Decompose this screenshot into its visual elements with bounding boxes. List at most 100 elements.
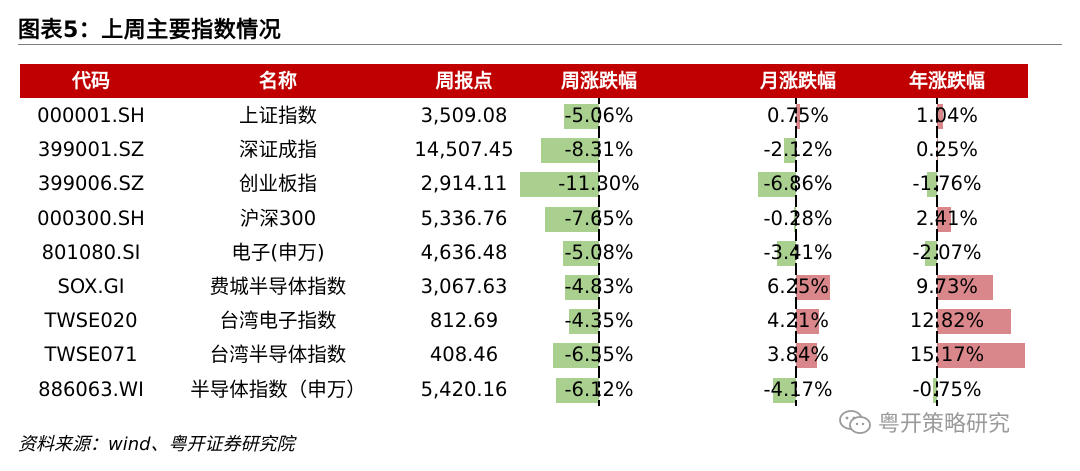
col-header-code: 代码 bbox=[71, 70, 110, 92]
cell-close: 3,509.08 bbox=[420, 104, 508, 127]
cell-name: 台湾半导体指数 bbox=[209, 343, 347, 367]
table-row: 801080.SI 电子(申万) 4,636.48 -5.08% -3.41% -2.07… bbox=[20, 234, 1028, 269]
year-change-label: 9.73% bbox=[916, 274, 978, 298]
year-change-label: 2.41% bbox=[916, 206, 978, 230]
cell-name: 上证指数 bbox=[238, 104, 317, 127]
month-change-label: 3.84% bbox=[767, 343, 829, 367]
week-change-label: -8.31% bbox=[564, 138, 634, 162]
week-zero-axis bbox=[598, 371, 600, 406]
wechat-icon bbox=[839, 410, 871, 434]
year-bar bbox=[937, 104, 944, 129]
year-zero-axis bbox=[936, 98, 938, 133]
table-row: 399006.SZ 创业板指 2,914.11 -11.30% -6.86% -1.76% bbox=[20, 166, 1028, 201]
year-change-label: -0.75% bbox=[912, 377, 982, 401]
month-bar bbox=[784, 138, 796, 164]
month-bar bbox=[773, 377, 796, 403]
cell-close: 2,914.11 bbox=[420, 172, 508, 196]
week-bar bbox=[563, 240, 599, 266]
month-change-label: -3.41% bbox=[763, 240, 833, 264]
month-bar bbox=[796, 309, 820, 335]
index-table: 代码 名称 周报点 周涨跌幅 月涨跌幅 年涨跌幅 000001.SH 上证指数 3,… bbox=[20, 64, 1028, 406]
week-bar bbox=[563, 104, 599, 129]
table-body: 000001.SH 上证指数 3,509.08 -5.06% 0.75% 1.04% 399… bbox=[20, 98, 1028, 406]
table-row: 000300.SH 沪深300 5,336.76 -7.65% -0.28% 2.41% bbox=[20, 200, 1028, 235]
cell-name: 沪深300 bbox=[239, 206, 317, 230]
month-zero-axis bbox=[795, 166, 797, 201]
figure-title: 图表5：上周主要指数情况 bbox=[18, 18, 282, 43]
month-zero-axis bbox=[795, 268, 797, 304]
week-zero-axis bbox=[598, 98, 600, 133]
table-header: 代码 名称 周报点 周涨跌幅 月涨跌幅 年涨跌幅 bbox=[20, 64, 1028, 98]
col-header-month: 月涨跌幅 bbox=[759, 70, 836, 92]
table-row: SOX.GI 费城半导体指数 3,067.63 -4.83% 6.25% 9.73% bbox=[20, 268, 1028, 304]
year-change-label: -2.07% bbox=[912, 240, 982, 264]
week-bar bbox=[556, 377, 599, 403]
week-zero-axis bbox=[598, 132, 600, 167]
week-zero-axis bbox=[598, 303, 600, 338]
month-change-label: 0.75% bbox=[767, 104, 829, 127]
year-change-label: 0.25% bbox=[916, 138, 978, 162]
cell-close: 408.46 bbox=[429, 343, 499, 367]
watermark: 粤开策略研究 bbox=[838, 402, 1010, 442]
year-bar bbox=[937, 274, 994, 300]
col-header-year: 年涨跌幅 bbox=[908, 70, 985, 92]
week-bar bbox=[568, 309, 599, 335]
cell-code: 399001.SZ bbox=[37, 138, 145, 162]
week-bar bbox=[519, 172, 599, 198]
year-zero-axis bbox=[936, 234, 938, 269]
cell-close: 4,636.48 bbox=[420, 240, 508, 264]
cell-name: 电子(申万) bbox=[231, 240, 325, 264]
month-zero-axis bbox=[795, 337, 797, 372]
month-change-label: -4.17% bbox=[763, 377, 833, 401]
cell-name: 创业板指 bbox=[238, 172, 317, 196]
week-change-label: -6.55% bbox=[564, 343, 634, 367]
week-change-label: -6.12% bbox=[564, 377, 634, 401]
cell-close: 3,067.63 bbox=[420, 274, 508, 298]
year-zero-axis bbox=[936, 371, 938, 406]
table-row: 886063.WI 半导体指数（申万） 5,420.16 -6.12% -4.17% -0… bbox=[20, 371, 1028, 406]
month-zero-axis bbox=[795, 132, 797, 167]
col-header-close: 周报点 bbox=[435, 70, 493, 92]
month-zero-axis bbox=[795, 200, 797, 235]
year-zero-axis bbox=[936, 166, 938, 201]
year-bar bbox=[924, 240, 937, 266]
cell-name: 费城半导体指数 bbox=[209, 274, 347, 298]
year-change-label: 12.82% bbox=[909, 309, 985, 333]
cell-code: 000300.SH bbox=[37, 206, 145, 230]
cell-close: 5,420.16 bbox=[420, 377, 508, 401]
cell-name: 半导体指数（申万） bbox=[190, 377, 366, 401]
cell-code: TWSE071 bbox=[44, 343, 138, 367]
year-bar bbox=[937, 309, 1012, 335]
year-bar bbox=[937, 206, 951, 232]
watermark-text: 粤开策略研究 bbox=[878, 412, 1011, 437]
year-bar bbox=[932, 377, 937, 403]
cell-code: 399006.SZ bbox=[37, 172, 145, 196]
cell-name: 深证成指 bbox=[238, 138, 317, 162]
col-header-name: 名称 bbox=[258, 70, 297, 92]
cell-close: 812.69 bbox=[429, 309, 499, 333]
week-change-label: -5.08% bbox=[564, 240, 634, 264]
year-zero-axis bbox=[936, 268, 938, 304]
month-change-label: -6.86% bbox=[763, 172, 833, 196]
year-zero-axis bbox=[936, 337, 938, 372]
year-zero-axis bbox=[936, 200, 938, 235]
col-header-week: 周涨跌幅 bbox=[560, 70, 637, 92]
source-note: 资料来源：wind、粤开证券研究院 bbox=[18, 434, 295, 455]
month-zero-axis bbox=[795, 371, 797, 406]
week-zero-axis bbox=[598, 337, 600, 372]
week-zero-axis bbox=[598, 166, 600, 201]
month-zero-axis bbox=[795, 234, 797, 269]
cell-close: 5,336.76 bbox=[420, 206, 508, 230]
cell-code: 886063.WI bbox=[38, 377, 144, 401]
year-change-label: -1.76% bbox=[912, 172, 982, 196]
cell-code: 801080.SI bbox=[41, 240, 141, 264]
year-zero-axis bbox=[936, 132, 938, 167]
cell-code: SOX.GI bbox=[57, 274, 125, 298]
month-bar bbox=[796, 274, 831, 300]
week-change-label: -5.06% bbox=[564, 104, 634, 127]
week-change-label: -7.65% bbox=[564, 206, 634, 230]
month-zero-axis bbox=[795, 98, 797, 133]
year-change-label: 1.04% bbox=[916, 104, 978, 127]
year-zero-axis bbox=[936, 303, 938, 338]
week-zero-axis bbox=[598, 268, 600, 304]
